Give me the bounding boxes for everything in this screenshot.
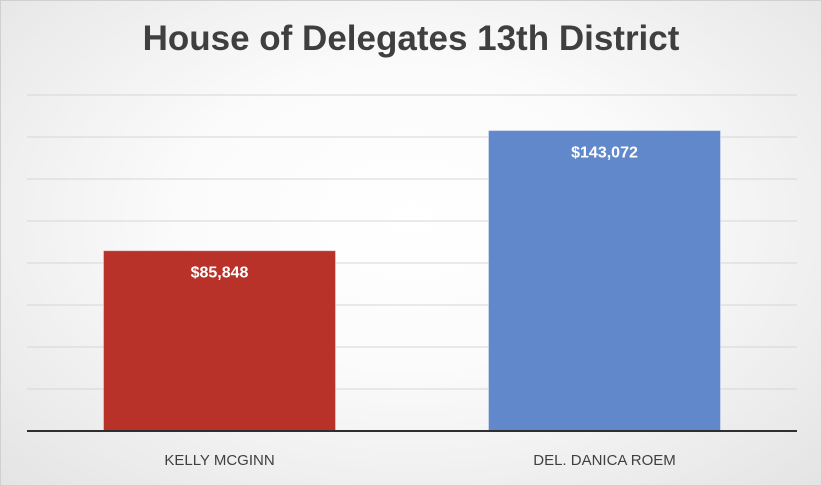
bars (103, 130, 721, 432)
data-label-del-danica-roem: $143,072 (571, 145, 638, 162)
category-tick-labels: KELLY MCGINN DEL. DANICA ROEM (164, 452, 675, 469)
chart-title: House of Delegates 13th District (142, 19, 680, 58)
data-label-kelly-mcginn: $85,848 (191, 265, 249, 282)
bar-del-danica-roem (488, 130, 721, 432)
tick-label-kelly-mcginn: KELLY MCGINN (164, 452, 274, 469)
bar-kelly-mcginn (103, 250, 336, 432)
tick-label-del-danica-roem: DEL. DANICA ROEM (533, 452, 676, 469)
data-labels: $85,848 $143,072 (191, 145, 638, 282)
